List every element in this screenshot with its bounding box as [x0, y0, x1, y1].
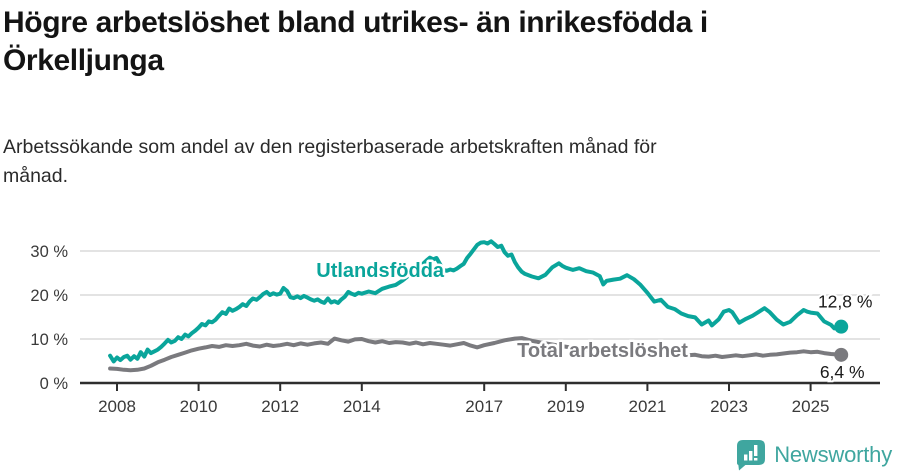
chart-subtitle: Arbetssökande som andel av den registerb… — [3, 136, 657, 188]
x-axis-tick-label: 2008 — [98, 397, 136, 416]
series-line-utlandsfodda — [108, 239, 844, 364]
x-axis-tick-label: 2012 — [261, 397, 299, 416]
newsworthy-logo[interactable]: Newsworthy — [736, 439, 892, 471]
series-end-dot — [834, 319, 849, 334]
chart-title: Högre arbetslöshet bland utrikes- än inr… — [3, 6, 708, 78]
x-axis-tick-label: 2019 — [547, 397, 585, 416]
series-end-value-label: 12,8 % — [818, 292, 872, 312]
x-axis-tick-label: 2014 — [343, 397, 381, 416]
y-axis-tick-label: 10 % — [30, 331, 68, 349]
x-axis-tick-label: 2010 — [180, 397, 218, 416]
x-axis-tick-label: 2021 — [628, 397, 666, 416]
series-end-dot — [834, 347, 849, 362]
newsworthy-wordmark: Newsworthy — [774, 442, 892, 467]
series-label: Total arbetslöshet — [517, 340, 688, 362]
y-axis-tick-label: 30 % — [30, 243, 68, 261]
series-line-total — [108, 336, 844, 373]
y-axis-tick-label: 0 % — [40, 375, 69, 393]
series-label: Utlandsfödda — [316, 260, 445, 282]
x-axis-tick-label: 2025 — [792, 397, 830, 416]
y-axis-tick-label: 20 % — [30, 287, 68, 305]
x-axis-tick-label: 2023 — [710, 397, 748, 416]
newsworthy-bar-chart-bubble-icon — [737, 440, 766, 471]
x-axis-tick-label: 2017 — [465, 397, 503, 416]
series-end-value-label: 6,4 % — [820, 362, 865, 382]
